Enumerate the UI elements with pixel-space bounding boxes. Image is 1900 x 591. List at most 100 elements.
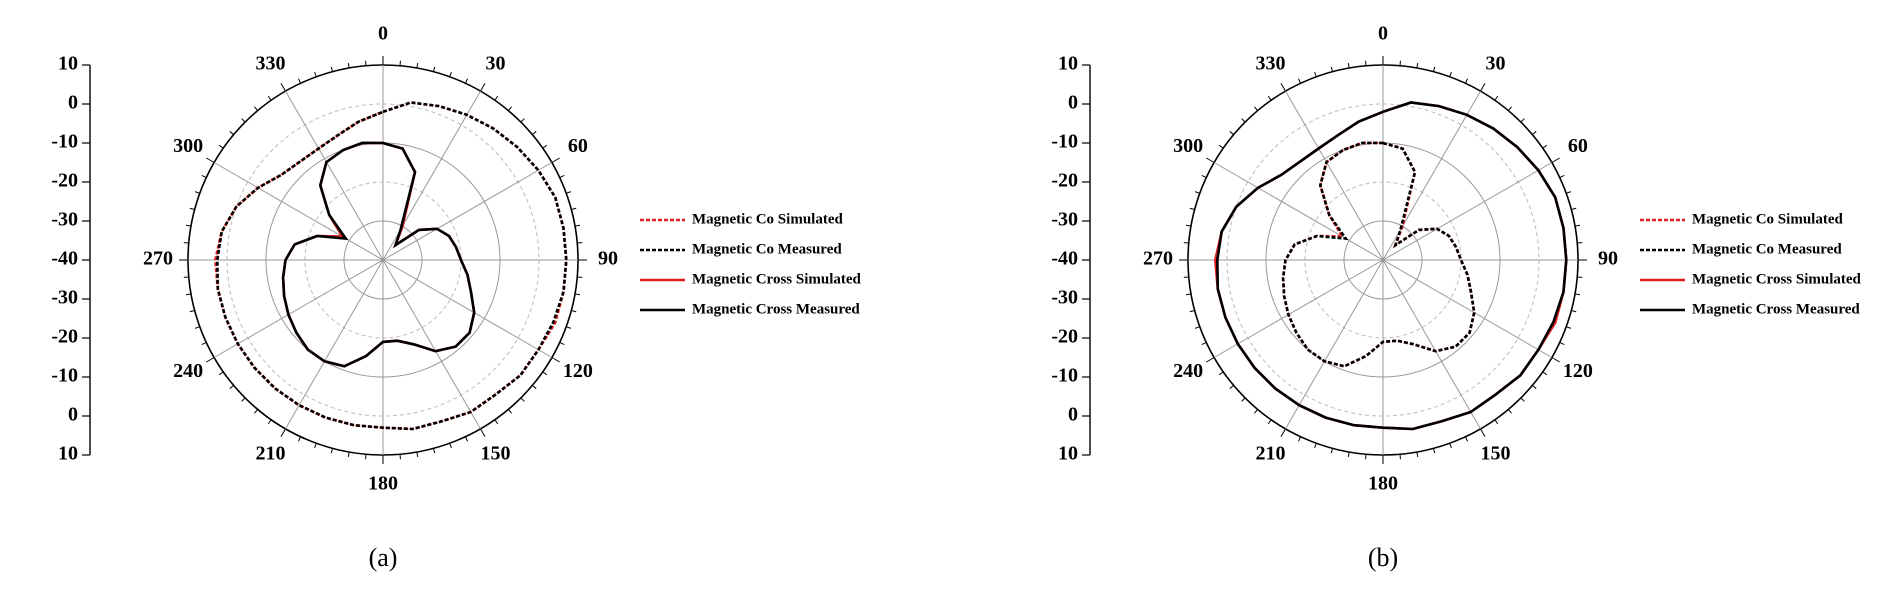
spoke <box>1382 162 1553 261</box>
r-tick-label: -30 <box>1051 209 1078 231</box>
angle-minor-tick <box>1194 191 1200 194</box>
angle-minor-tick <box>1532 131 1537 136</box>
r-tick-label: -30 <box>51 287 78 309</box>
angle-minor-tick <box>1449 71 1452 77</box>
angle-minor-tick <box>185 293 192 296</box>
spoke <box>1285 90 1384 261</box>
angle-minor-tick <box>189 309 195 313</box>
angle-minor-tick <box>229 384 234 389</box>
spoke <box>1213 162 1384 261</box>
angle-minor-tick <box>464 436 468 442</box>
angle-minor-tick <box>566 191 572 194</box>
spoke <box>1213 259 1384 358</box>
r-tick-label: 10 <box>58 53 78 75</box>
angle-minor-tick <box>1566 326 1572 329</box>
angle-minor-tick <box>1464 78 1468 84</box>
angle-minor-tick <box>1330 66 1334 72</box>
series-line <box>1215 101 1568 431</box>
angle-minor-tick <box>559 175 565 179</box>
angle-minor-tick <box>1189 207 1195 211</box>
angle-label: 330 <box>256 53 286 75</box>
angle-minor-tick <box>280 428 286 437</box>
angle-minor-tick <box>1347 62 1350 69</box>
r-tick-label: 10 <box>58 443 78 465</box>
r-tick-label: -30 <box>1051 287 1078 309</box>
angle-minor-tick <box>1206 157 1215 163</box>
angle-label: 90 <box>1598 248 1618 270</box>
angle-minor-tick <box>1520 118 1525 123</box>
r-tick-label: 0 <box>1068 92 1078 114</box>
angle-minor-tick <box>559 341 565 345</box>
angle-minor-tick <box>1542 144 1548 149</box>
angle-minor-tick <box>1185 224 1192 227</box>
angle-label: 90 <box>598 248 618 270</box>
legend-label: Magnetic Co Measured <box>1692 241 1842 257</box>
angle-minor-tick <box>347 62 350 69</box>
spoke <box>1382 259 1481 430</box>
angle-minor-tick <box>314 443 317 449</box>
spoke <box>382 162 553 261</box>
angle-label: 120 <box>563 360 593 382</box>
angle-label: 150 <box>1481 442 1511 464</box>
angle-minor-tick <box>494 95 499 101</box>
angle-minor-tick <box>1201 175 1207 179</box>
angle-minor-tick <box>194 191 200 194</box>
angle-minor-tick <box>1520 397 1525 402</box>
angle-minor-tick <box>189 207 195 211</box>
angle-minor-tick <box>1189 309 1195 313</box>
angle-label: 150 <box>481 442 511 464</box>
angle-minor-tick <box>416 62 419 69</box>
r-tick-label: -10 <box>51 131 78 153</box>
angle-minor-tick <box>542 144 548 149</box>
angle-label: 270 <box>143 248 173 270</box>
angle-label: 330 <box>1256 53 1286 75</box>
angle-minor-tick <box>1347 451 1350 458</box>
angle-label: 30 <box>486 53 506 75</box>
angle-minor-tick <box>432 448 436 454</box>
angle-minor-tick <box>206 357 215 363</box>
angle-label: 0 <box>378 23 388 45</box>
angle-minor-tick <box>1574 224 1581 227</box>
angle-minor-tick <box>206 157 215 163</box>
angle-minor-tick <box>1571 309 1577 313</box>
angle-minor-tick <box>1432 448 1436 454</box>
angle-minor-tick <box>330 66 334 72</box>
angle-minor-tick <box>574 224 581 227</box>
series-line <box>215 101 568 431</box>
angle-minor-tick <box>1218 144 1224 149</box>
r-tick-label: -20 <box>1051 326 1078 348</box>
r-tick-label: -40 <box>51 248 78 270</box>
angle-minor-tick <box>571 207 577 211</box>
angle-minor-tick <box>1298 78 1302 84</box>
spoke <box>1285 259 1384 430</box>
angle-minor-tick <box>254 409 259 414</box>
angle-minor-tick <box>1480 428 1486 437</box>
angle-label: 0 <box>1378 23 1388 45</box>
angle-minor-tick <box>1464 436 1468 442</box>
angle-minor-tick <box>1201 341 1207 345</box>
angle-minor-tick <box>254 106 259 111</box>
angle-minor-tick <box>1254 409 1259 414</box>
r-tick-label: -20 <box>51 170 78 192</box>
angle-minor-tick <box>1298 436 1302 442</box>
angle-minor-tick <box>218 144 224 149</box>
r-tick-label: -20 <box>51 326 78 348</box>
angle-minor-tick <box>566 326 572 329</box>
r-tick-label: 0 <box>68 404 78 426</box>
angle-minor-tick <box>1494 95 1499 101</box>
spoke <box>213 259 384 358</box>
angle-minor-tick <box>520 118 525 123</box>
angle-minor-tick <box>229 131 234 136</box>
angle-minor-tick <box>1330 448 1334 454</box>
angle-label: 120 <box>1563 360 1593 382</box>
angle-label: 240 <box>173 360 203 382</box>
angle-label: 240 <box>1173 360 1203 382</box>
angle-minor-tick <box>532 131 537 136</box>
angle-minor-tick <box>464 78 468 84</box>
angle-minor-tick <box>1507 106 1512 111</box>
angle-minor-tick <box>494 419 499 425</box>
r-tick-label: -40 <box>1051 248 1078 270</box>
r-tick-label: -10 <box>1051 131 1078 153</box>
angle-minor-tick <box>1551 157 1560 163</box>
angle-minor-tick <box>1494 419 1499 425</box>
